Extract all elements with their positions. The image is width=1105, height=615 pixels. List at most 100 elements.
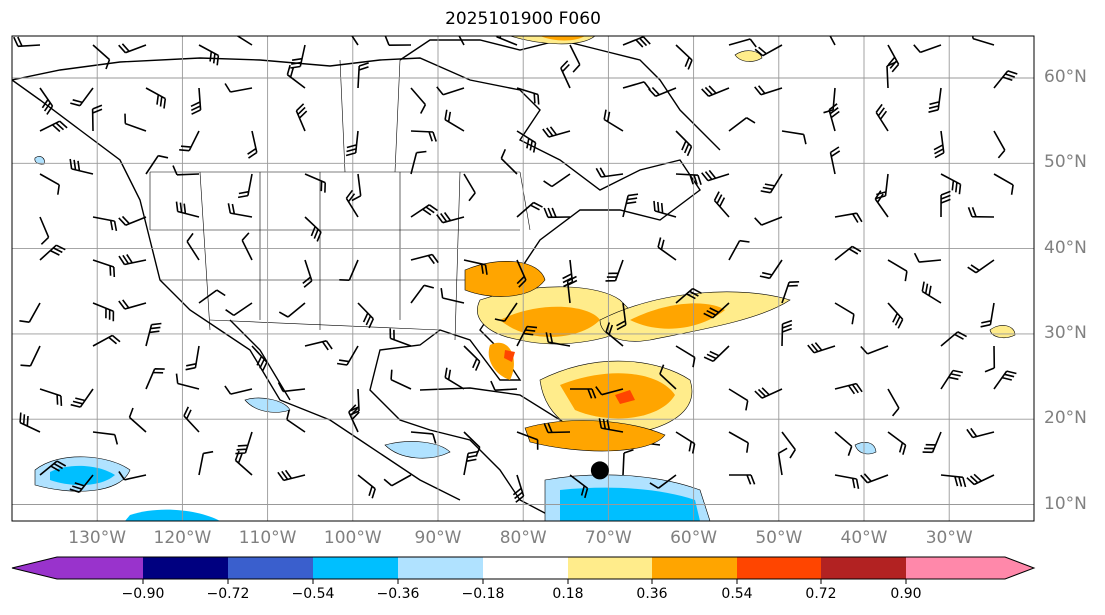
- wind-barb: [760, 173, 783, 194]
- wind-barb: [701, 85, 730, 97]
- wind-barb: [657, 237, 677, 261]
- wind-barb: [566, 275, 578, 304]
- wind-barb: [940, 474, 967, 488]
- wind-barb: [118, 254, 147, 266]
- wind-barb: [781, 319, 793, 347]
- wind-barb: [290, 44, 306, 69]
- wind-barb: [286, 64, 306, 89]
- colorbar-tick-label: 0.18: [552, 586, 584, 602]
- wind-barb: [348, 404, 360, 433]
- wind-barb: [598, 418, 624, 433]
- wind-barb: [198, 450, 214, 476]
- wind-barb: [278, 302, 306, 318]
- wind-barb: [940, 173, 962, 195]
- gridlines: [12, 36, 1034, 521]
- wind-barb: [781, 281, 800, 304]
- latitude-label: 40°N: [1044, 237, 1087, 258]
- wind-barb: [13, 36, 41, 48]
- wind-barb: [512, 474, 525, 503]
- wind-barb: [124, 113, 147, 132]
- wind-barb: [494, 302, 518, 322]
- wind-barb: [922, 431, 942, 454]
- latitude-label: 60°N: [1044, 67, 1087, 87]
- wind-barb: [145, 322, 162, 347]
- wind-barb: [993, 130, 1006, 159]
- wind-barb: [605, 259, 624, 282]
- wind-barb: [875, 103, 889, 132]
- wind-barb: [92, 44, 111, 70]
- wind-barb: [887, 431, 907, 455]
- wind-barbs: [13, 36, 1018, 503]
- wind-barb: [185, 345, 200, 371]
- wind-barb: [828, 103, 840, 132]
- colorbar-tick-label: 0.54: [721, 586, 753, 602]
- wind-barb: [69, 474, 94, 493]
- wind-barb: [921, 281, 942, 304]
- wind-barb: [605, 322, 624, 347]
- wind-barb: [500, 148, 518, 175]
- wind-barb: [70, 87, 94, 107]
- wind-barb: [175, 373, 200, 390]
- wind-barb: [728, 38, 757, 48]
- wind-barb: [345, 130, 359, 157]
- wind-barb: [39, 216, 50, 245]
- colorbar-tick-label: 0.72: [805, 586, 837, 602]
- colorbar-tick-label: 0.90: [890, 586, 922, 602]
- wind-barb: [463, 345, 481, 371]
- wind-barb: [277, 469, 306, 482]
- wind-barb: [410, 87, 427, 114]
- wind-barb: [516, 130, 537, 153]
- wind-barb: [595, 167, 624, 178]
- wind-barb: [569, 44, 581, 73]
- wind-barb: [384, 36, 412, 46]
- wind-barb: [616, 302, 627, 331]
- wind-barb: [190, 87, 202, 115]
- wind-barb: [829, 146, 841, 175]
- wind-barb: [463, 173, 476, 202]
- wind-barb: [92, 334, 121, 347]
- wind-barb: [277, 382, 306, 393]
- wind-barb: [118, 471, 147, 481]
- wind-barb: [542, 126, 571, 138]
- wind-barb: [247, 130, 258, 159]
- wind-barb: [675, 173, 702, 185]
- colorbar-tick-label: −0.54: [291, 586, 335, 602]
- wind-barb: [516, 325, 538, 347]
- longitude-label: 80°W: [499, 528, 547, 548]
- wind-barb: [410, 284, 435, 304]
- wind-barb: [886, 61, 897, 89]
- wind-barb: [980, 302, 995, 328]
- wind-barb: [91, 104, 103, 132]
- wind-barb: [516, 87, 540, 105]
- wind-barb: [39, 244, 66, 261]
- wind-barb: [410, 431, 437, 444]
- wind-barb: [39, 87, 54, 115]
- wind-barb: [648, 86, 677, 98]
- wind-barb: [728, 239, 750, 261]
- wind-barb: [622, 449, 634, 476]
- coastlines: [12, 39, 721, 521]
- colorbar-segment: [143, 557, 228, 579]
- wind-barb: [390, 369, 412, 390]
- wind-barb: [971, 36, 995, 46]
- wind-barb: [351, 36, 359, 46]
- wind-barb: [860, 473, 889, 484]
- colorbar-segment: [821, 557, 906, 579]
- wind-barb: [39, 173, 60, 195]
- wind-barb: [993, 370, 1017, 390]
- wind-barb: [19, 412, 41, 433]
- wind-barb: [887, 259, 908, 282]
- wind-barb: [543, 207, 571, 219]
- wind-barb: [39, 460, 67, 476]
- wind-barb: [754, 85, 783, 96]
- latitude-label: 30°N: [1044, 322, 1087, 343]
- longitude-label: 40°W: [840, 528, 888, 548]
- wind-barb: [224, 83, 253, 93]
- wind-barb: [175, 201, 200, 218]
- wind-barb: [967, 259, 995, 274]
- colorbar-outline: [11, 556, 1036, 580]
- wind-barb: [940, 190, 951, 218]
- longitude-label: 100°W: [323, 528, 382, 548]
- wind-barb: [675, 287, 702, 304]
